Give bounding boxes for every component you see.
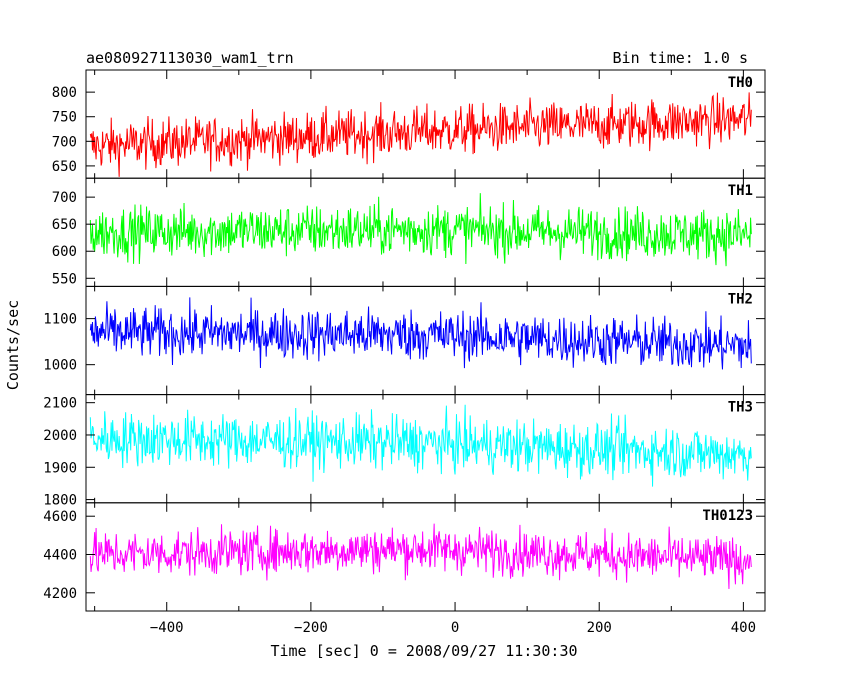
x-tick-label: −200 xyxy=(294,620,328,636)
y-tick-label: 650 xyxy=(52,159,77,175)
channel-label: TH1 xyxy=(728,183,753,199)
y-tick-label: 800 xyxy=(52,85,77,101)
panel-frame xyxy=(85,502,766,612)
panel-th0123: 4200 4400 4600 TH0123 xyxy=(43,502,766,612)
y-tick-label: 550 xyxy=(52,271,77,287)
series-th0 xyxy=(89,92,752,177)
series-th0123 xyxy=(89,523,752,589)
panel-th2: 1000 1100 TH2 xyxy=(43,285,766,396)
channel-label: TH2 xyxy=(728,291,753,307)
y-tick-label: 1800 xyxy=(43,493,77,509)
x-tick-label: −400 xyxy=(150,620,184,636)
x-tick-label: 0 xyxy=(451,620,459,636)
series-th1 xyxy=(89,193,752,267)
x-axis-label: Time [sec] 0 = 2008/09/27 11:30:30 xyxy=(270,642,577,660)
y-tick-label: 1900 xyxy=(43,460,77,476)
x-tick-label: 400 xyxy=(731,620,756,636)
y-tick-label: 4600 xyxy=(43,509,77,525)
channel-label: TH0123 xyxy=(702,508,753,524)
panel-th3: 1800 1900 2000 2100 TH3 xyxy=(43,394,766,509)
y-tick-label: 650 xyxy=(52,217,77,233)
x-tick-label: 200 xyxy=(587,620,612,636)
y-tick-label: 700 xyxy=(52,134,77,150)
y-tick-label: 700 xyxy=(52,190,77,206)
y-tick-label: 2100 xyxy=(43,396,77,412)
y-tick-label: 600 xyxy=(52,244,77,260)
y-tick-label: 4400 xyxy=(43,548,77,564)
panel-th0: 650 700 750 800 TH0 xyxy=(52,69,766,179)
panel-th1: 550 600 650 700 TH1 xyxy=(52,177,766,287)
y-tick-label: 750 xyxy=(52,110,77,126)
x-axis: −400 −200 0 200 400 xyxy=(150,620,756,636)
y-axis-label: Counts/sec xyxy=(4,300,22,390)
bin-time-label: Bin time: 1.0 s xyxy=(613,49,748,67)
channel-label: TH0 xyxy=(728,75,753,91)
series-th2 xyxy=(89,297,752,370)
channel-label: TH3 xyxy=(728,400,753,416)
series-th3 xyxy=(89,404,752,487)
y-tick-label: 2000 xyxy=(43,428,77,444)
y-tick-label: 1100 xyxy=(43,312,77,328)
y-tick-label: 1000 xyxy=(43,358,77,374)
chart-title: ae080927113030_wam1_trn xyxy=(86,49,294,67)
panels-group: 650 700 750 800 TH0 550 600 650 700 TH1 1000 1100 TH… xyxy=(43,69,766,612)
y-tick-label: 4200 xyxy=(43,586,77,602)
